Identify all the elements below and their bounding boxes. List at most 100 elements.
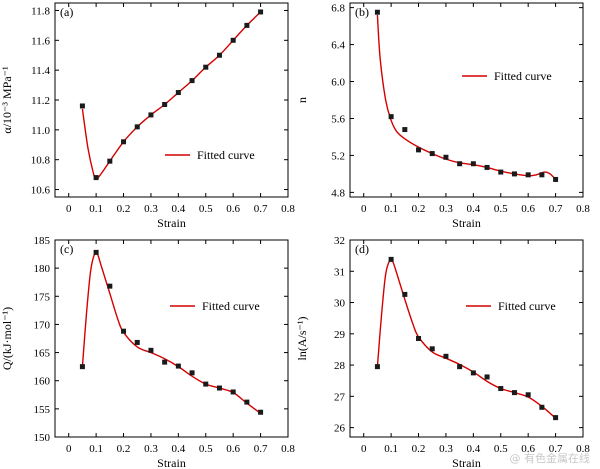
- x-tick-label: 0.1: [89, 203, 103, 215]
- legend-label: Fitted curve: [494, 69, 552, 83]
- data-point: [374, 9, 380, 15]
- x-tick-label: 0.2: [412, 443, 426, 455]
- y-tick-label: 30: [334, 298, 346, 310]
- x-axis-label: Strain: [452, 456, 481, 469]
- data-point: [429, 346, 435, 352]
- y-tick-label: 5.2: [331, 150, 345, 162]
- y-tick-label: 180: [34, 263, 51, 275]
- data-point: [374, 364, 380, 370]
- y-tick-label: 11.0: [31, 125, 50, 137]
- y-tick-label: 11.4: [31, 65, 50, 77]
- chart-panel-1: 0 0.1 0.2 0.3 0.4 0.5 0.6 0.7 0.8 10.6 10.8 11.0 11.…: [0, 2, 295, 230]
- plot-frame: [54, 239, 289, 438]
- data-point: [93, 249, 99, 255]
- x-tick-label: 0.8: [281, 443, 295, 455]
- data-point: [189, 370, 195, 376]
- data-point: [429, 151, 435, 157]
- y-tick-label: 32: [334, 235, 345, 247]
- panel-label: (c): [60, 242, 73, 256]
- x-tick-label: 0.6: [521, 443, 535, 455]
- y-tick-label: 27: [334, 391, 346, 403]
- data-point: [511, 171, 517, 177]
- data-point: [162, 359, 168, 365]
- x-tick-label: 0.7: [549, 443, 563, 455]
- plot-frame: [349, 239, 584, 438]
- y-tick-label: 11.2: [31, 95, 50, 107]
- watermark-text: @ 有色金属在线: [509, 452, 591, 465]
- y-tick-label: 6.8: [331, 3, 345, 15]
- data-point: [203, 64, 209, 70]
- y-tick-label: 26: [334, 423, 346, 435]
- data-point: [402, 291, 408, 297]
- data-point: [148, 112, 154, 118]
- data-point: [388, 114, 394, 120]
- data-point: [539, 404, 545, 410]
- data-point: [416, 336, 422, 341]
- x-tick-label: 0.5: [199, 203, 213, 215]
- data-point: [511, 390, 517, 396]
- legend-label: Fitted curve: [197, 148, 255, 162]
- x-tick-label: 0.3: [439, 203, 453, 215]
- x-tick-label: 0.6: [521, 203, 535, 215]
- y-tick-label: 28: [334, 360, 346, 372]
- chart-panel-4: 0 0.1 0.2 0.3 0.4 0.5 0.6 0.7 0.8 26 27 28 29 30 31 32 S…: [295, 235, 590, 469]
- data-point: [525, 172, 531, 178]
- x-tick-label: 0.5: [494, 443, 508, 455]
- x-tick-label: 0: [66, 443, 72, 455]
- y-tick-label: 11.8: [31, 5, 50, 17]
- x-tick-label: 0.8: [281, 203, 295, 215]
- chart-panel-3: 0 0.1 0.2 0.3 0.4 0.5 0.6 0.7 0.8 150 155 160 165 170…: [0, 235, 295, 469]
- plot-frame: [54, 2, 289, 198]
- data-point: [79, 103, 85, 109]
- data-point: [134, 339, 140, 345]
- x-tick-label: 0.4: [171, 203, 185, 215]
- data-point: [258, 9, 264, 15]
- data-point: [443, 353, 449, 359]
- x-tick-label: 0.5: [494, 203, 508, 215]
- panel-label: (d): [355, 242, 369, 256]
- y-tick-label: 150: [34, 432, 51, 444]
- data-point: [216, 385, 222, 391]
- y-tick-label: 165: [34, 348, 51, 360]
- fitted-curve: [81, 251, 262, 414]
- y-axis-label: α/10⁻³ MPa⁻¹: [0, 66, 14, 134]
- x-tick-label: 0.1: [89, 443, 103, 455]
- x-tick-label: 0.5: [199, 443, 213, 455]
- data-point: [525, 392, 531, 398]
- y-tick-label: 170: [34, 319, 51, 331]
- x-axis-label: Strain: [157, 216, 186, 230]
- x-tick-label: 0.4: [171, 443, 185, 455]
- x-tick-label: 0.3: [439, 443, 453, 455]
- x-tick-label: 0.7: [254, 443, 268, 455]
- y-tick-label: 31: [334, 266, 345, 278]
- data-point: [175, 363, 181, 369]
- x-tick-label: 0.8: [576, 203, 590, 215]
- data-point: [498, 169, 504, 175]
- data-point: [189, 78, 195, 84]
- x-tick-label: 0: [361, 203, 367, 215]
- panel-label: (a): [60, 5, 73, 19]
- data-point: [175, 90, 181, 96]
- x-tick-label: 0.8: [576, 443, 590, 455]
- data-point: [244, 22, 250, 28]
- data-point: [470, 161, 476, 167]
- data-point: [470, 370, 476, 376]
- data-point: [244, 399, 250, 405]
- data-point: [134, 124, 140, 130]
- y-tick-label: 185: [34, 235, 51, 247]
- x-tick-label: 0.1: [384, 443, 398, 455]
- chart-panel-2: 0 0.1 0.2 0.3 0.4 0.5 0.6 0.7 0.8 4.8 5.2 5.6 6.0 6.4…: [295, 2, 590, 230]
- x-tick-label: 0.6: [226, 203, 240, 215]
- data-point: [457, 364, 463, 370]
- y-tick-label: 5.6: [331, 113, 345, 125]
- data-point: [539, 172, 545, 178]
- y-tick-label: 155: [34, 404, 51, 416]
- data-point: [203, 381, 209, 387]
- x-tick-label: 0.3: [144, 203, 158, 215]
- data-point: [457, 161, 463, 167]
- y-tick-label: 10.6: [31, 185, 51, 197]
- x-tick-label: 0.7: [254, 203, 268, 215]
- legend: Fitted curve: [170, 299, 260, 313]
- x-tick-label: 0: [66, 203, 72, 215]
- x-tick-label: 0.2: [412, 203, 426, 215]
